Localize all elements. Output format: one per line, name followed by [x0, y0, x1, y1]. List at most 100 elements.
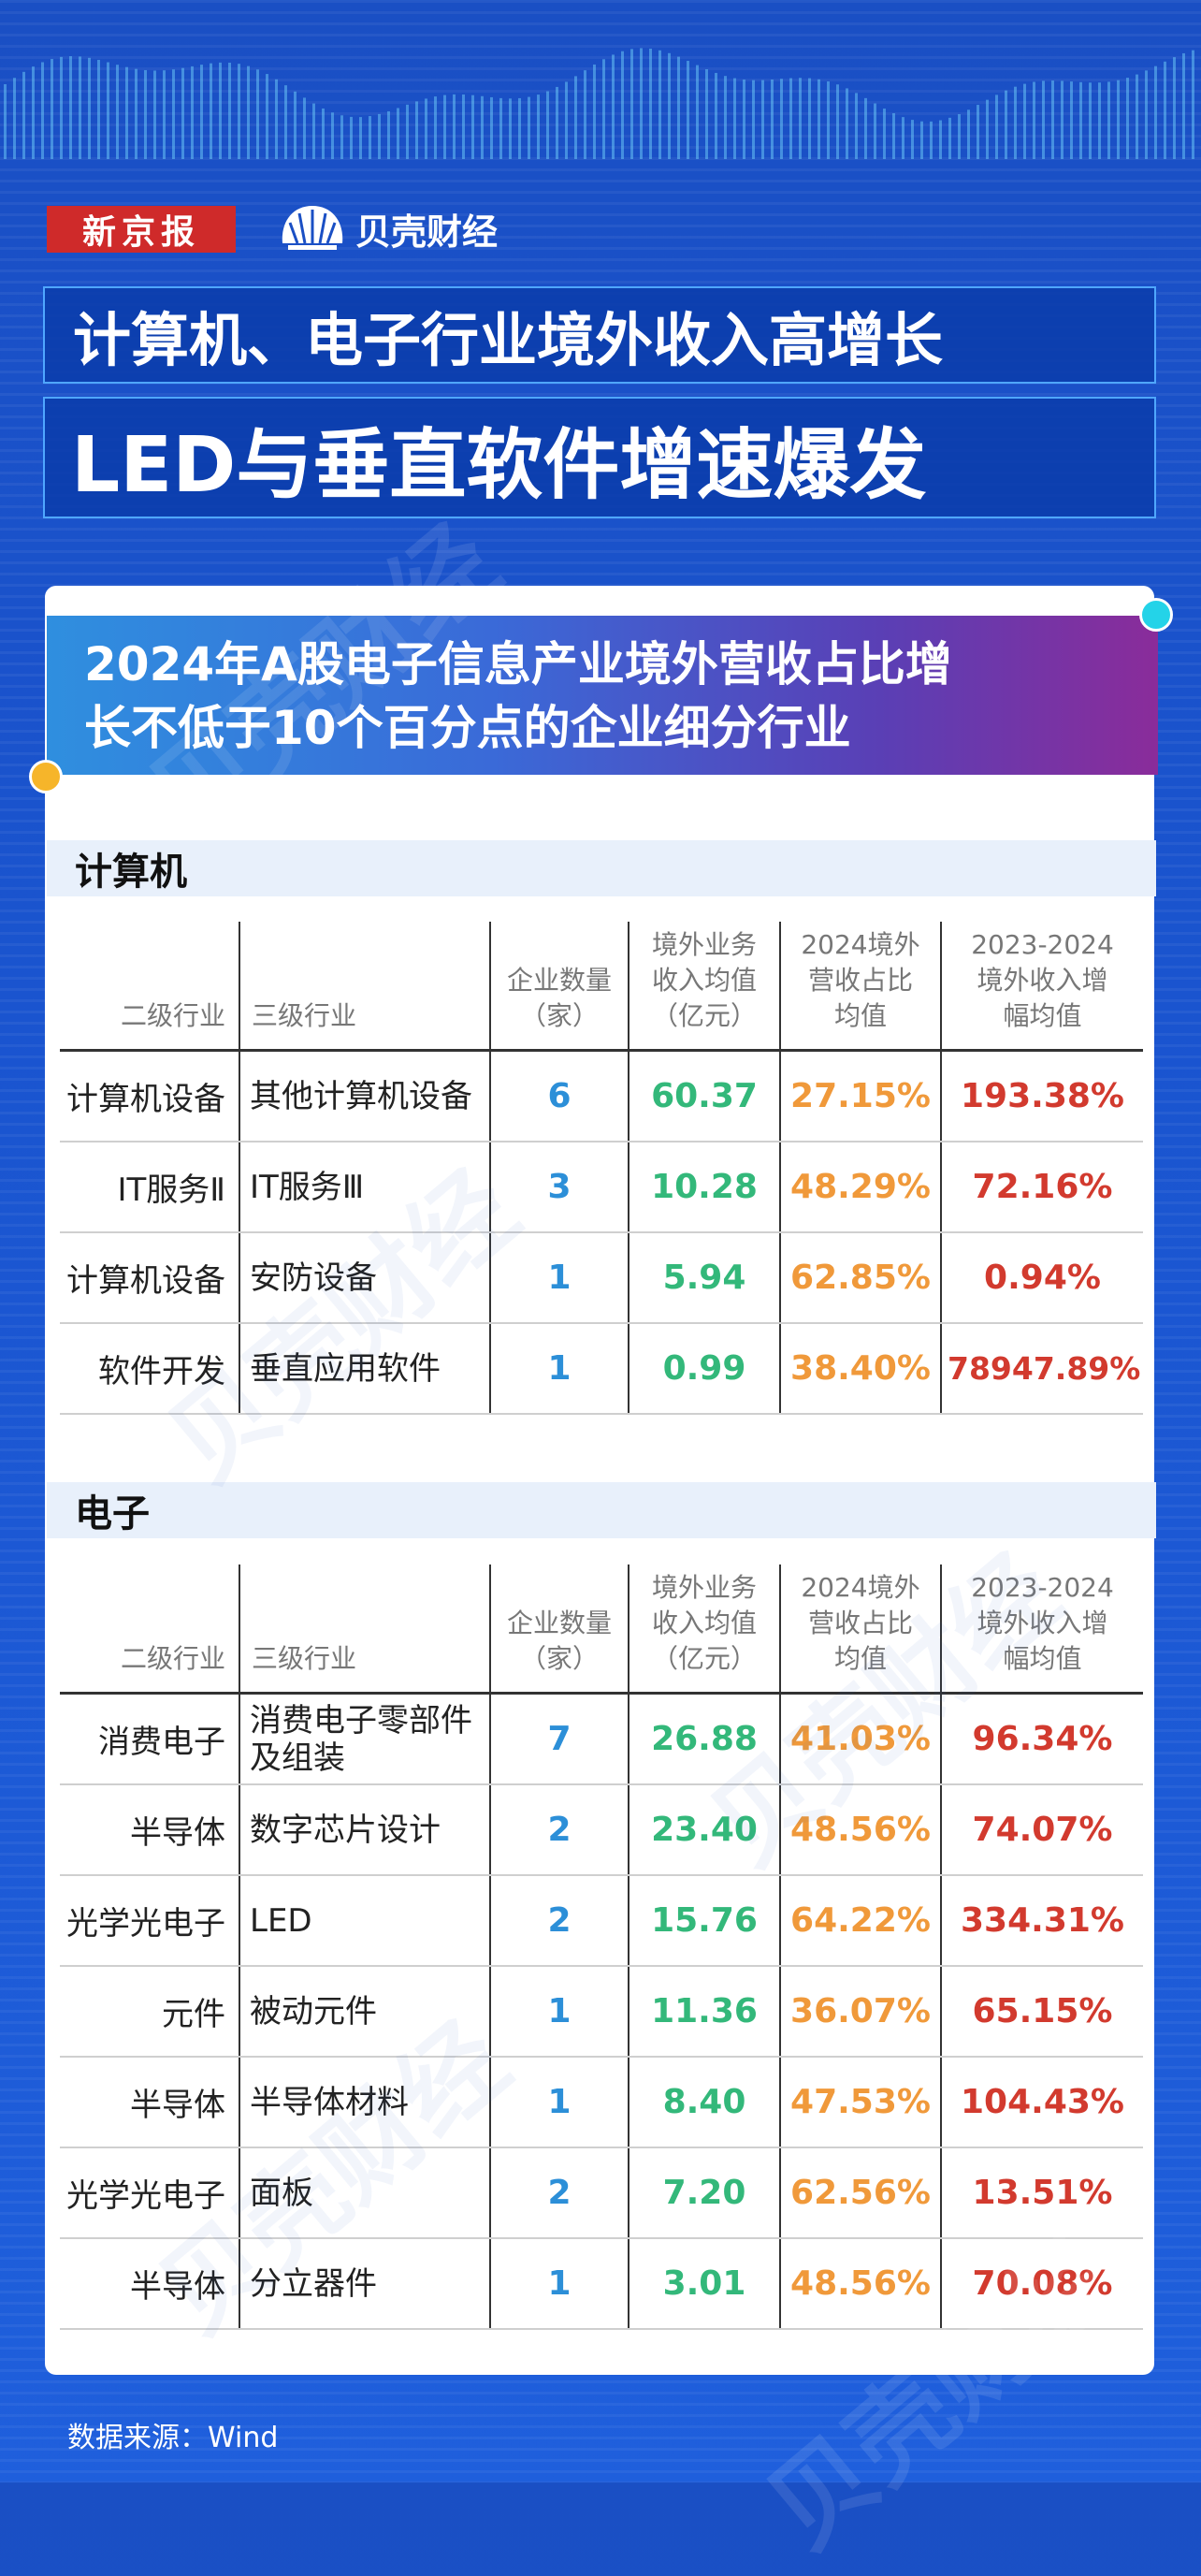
cell-share: 36.07%	[779, 1966, 941, 2058]
beike-finance-logo: 贝壳财经	[279, 200, 498, 256]
cell-share: 48.56%	[779, 2238, 941, 2330]
cell-count: 1	[489, 1232, 629, 1324]
cell-growth: 13.51%	[940, 2147, 1143, 2239]
cell-l2: 光学光电子	[60, 1875, 239, 1967]
header-share: 2024境外 营收占比 均值	[779, 1565, 941, 1695]
cell-revenue: 23.40	[628, 1784, 780, 1876]
table-row: IT服务Ⅱ IT服务Ⅲ 3 10.28 48.29% 72.16%	[60, 1142, 1143, 1233]
table-row: 软件开发 垂直应用软件 1 0.99 38.40% 78947.89%	[60, 1323, 1143, 1415]
cell-count: 1	[489, 1966, 629, 2058]
cell-count: 2	[489, 2147, 629, 2239]
cell-share: 41.03%	[779, 1693, 941, 1785]
cell-count: 2	[489, 1875, 629, 1967]
cell-share: 62.56%	[779, 2147, 941, 2239]
computer-table: 二级行业 三级行业 企业数量 （家） 境外业务 收入均值 （亿元） 2024境外 营收占…	[60, 922, 1143, 1415]
cell-l2: 计算机设备	[60, 1050, 239, 1142]
cell-l2: 半导体	[60, 2057, 239, 2148]
decor-dot-yellow	[29, 760, 63, 793]
header-revenue: 境外业务 收入均值 （亿元）	[628, 922, 780, 1052]
cell-share: 27.15%	[779, 1050, 941, 1142]
cell-revenue: 3.01	[628, 2238, 780, 2330]
table-row: 消费电子 消费电子零部件及组装 7 26.88 41.03% 96.34%	[60, 1693, 1143, 1785]
table-row: 计算机设备 安防设备 1 5.94 62.85% 0.94%	[60, 1232, 1143, 1324]
cell-count: 6	[489, 1050, 629, 1142]
cell-l3: 半导体材料	[239, 2057, 490, 2148]
cell-share: 48.56%	[779, 1784, 941, 1876]
card-title-line-1: 2024年A股电子信息产业境外营收占比增	[84, 637, 952, 691]
cell-share: 47.53%	[779, 2057, 941, 2148]
header-l2: 二级行业	[60, 1565, 239, 1695]
header-count: 企业数量 （家）	[489, 922, 629, 1052]
table-row: 半导体 半导体材料 1 8.40 47.53% 104.43%	[60, 2057, 1143, 2148]
beike-finance-text: 贝壳财经	[355, 211, 499, 253]
electronics-table: 二级行业 三级行业 企业数量 （家） 境外业务 收入均值 （亿元） 2024境外 营收占…	[60, 1565, 1143, 2330]
table-row: 计算机设备 其他计算机设备 6 60.37 27.15% 193.38%	[60, 1050, 1143, 1142]
header-l3: 三级行业	[239, 922, 490, 1052]
cell-growth: 0.94%	[940, 1232, 1143, 1324]
cell-revenue: 8.40	[628, 2057, 780, 2148]
cell-revenue: 11.36	[628, 1966, 780, 2058]
table-row: 光学光电子 LED 2 15.76 64.22% 334.31%	[60, 1875, 1143, 1967]
cell-share: 62.85%	[779, 1232, 941, 1324]
cell-l3: 数字芯片设计	[239, 1784, 490, 1876]
cell-count: 1	[489, 2238, 629, 2330]
cell-l2: 元件	[60, 1966, 239, 2058]
headline-line-1: 计算机、电子行业境外收入高增长	[43, 286, 1156, 384]
cell-l3: 被动元件	[239, 1966, 490, 2058]
header-growth: 2023-2024 境外收入增 幅均值	[940, 922, 1143, 1052]
table-header-row: 二级行业 三级行业 企业数量 （家） 境外业务 收入均值 （亿元） 2024境外 营收占…	[60, 1565, 1143, 1695]
cell-growth: 78947.89%	[940, 1323, 1143, 1415]
cell-l3: LED	[239, 1875, 490, 1967]
cell-l2: 计算机设备	[60, 1232, 239, 1324]
table-header-row: 二级行业 三级行业 企业数量 （家） 境外业务 收入均值 （亿元） 2024境外 营收占…	[60, 922, 1143, 1052]
table-row: 元件 被动元件 1 11.36 36.07% 65.15%	[60, 1966, 1143, 2058]
cell-l2: 半导体	[60, 1784, 239, 1876]
cell-growth: 72.16%	[940, 1142, 1143, 1233]
cell-revenue: 26.88	[628, 1693, 780, 1785]
cell-revenue: 5.94	[628, 1232, 780, 1324]
cell-count: 2	[489, 1784, 629, 1876]
cell-growth: 104.43%	[940, 2057, 1143, 2148]
cell-revenue: 10.28	[628, 1142, 780, 1233]
cell-revenue: 0.99	[628, 1323, 780, 1415]
cell-revenue: 15.76	[628, 1875, 780, 1967]
wave-decoration	[4, 48, 1194, 160]
section-electronics-title: 电子	[47, 1482, 1156, 1538]
header-l3: 三级行业	[239, 1565, 490, 1695]
card-title: 2024年A股电子信息产业境外营收占比增 长不低于10个百分点的企业细分行业	[47, 616, 1158, 775]
cell-l2: 软件开发	[60, 1323, 239, 1415]
shell-icon	[282, 206, 343, 250]
cell-l3: 其他计算机设备	[239, 1050, 490, 1142]
header-share: 2024境外 营收占比 均值	[779, 922, 941, 1052]
decor-dot-cyan	[1139, 598, 1173, 632]
cell-share: 38.40%	[779, 1323, 941, 1415]
header-l2: 二级行业	[60, 922, 239, 1052]
cell-growth: 96.34%	[940, 1693, 1143, 1785]
cell-l3: 消费电子零部件及组装	[239, 1693, 490, 1785]
cell-count: 1	[489, 2057, 629, 2148]
cell-l2: 消费电子	[60, 1693, 239, 1785]
cell-l2: 光学光电子	[60, 2147, 239, 2239]
cell-count: 1	[489, 1323, 629, 1415]
cell-l3: IT服务Ⅲ	[239, 1142, 490, 1233]
cell-growth: 334.31%	[940, 1875, 1143, 1967]
cell-share: 64.22%	[779, 1875, 941, 1967]
headline-line-2: LED与垂直软件增速爆发	[43, 397, 1156, 518]
cell-l3: 分立器件	[239, 2238, 490, 2330]
cell-l3: 垂直应用软件	[239, 1323, 490, 1415]
cell-share: 48.29%	[779, 1142, 941, 1233]
xinjingbao-logo: 新京报	[47, 206, 236, 253]
header-count: 企业数量 （家）	[489, 1565, 629, 1695]
cell-count: 3	[489, 1142, 629, 1233]
cell-l3: 安防设备	[239, 1232, 490, 1324]
cell-growth: 70.08%	[940, 2238, 1143, 2330]
cell-growth: 193.38%	[940, 1050, 1143, 1142]
table-row: 半导体 数字芯片设计 2 23.40 48.56% 74.07%	[60, 1784, 1143, 1876]
table-row: 半导体 分立器件 1 3.01 48.56% 70.08%	[60, 2238, 1143, 2330]
data-source: 数据来源：Wind	[67, 2422, 279, 2454]
cell-l3: 面板	[239, 2147, 490, 2239]
cell-revenue: 7.20	[628, 2147, 780, 2239]
cell-l2: 半导体	[60, 2238, 239, 2330]
cell-growth: 65.15%	[940, 1966, 1143, 2058]
table-row: 光学光电子 面板 2 7.20 62.56% 13.51%	[60, 2147, 1143, 2239]
